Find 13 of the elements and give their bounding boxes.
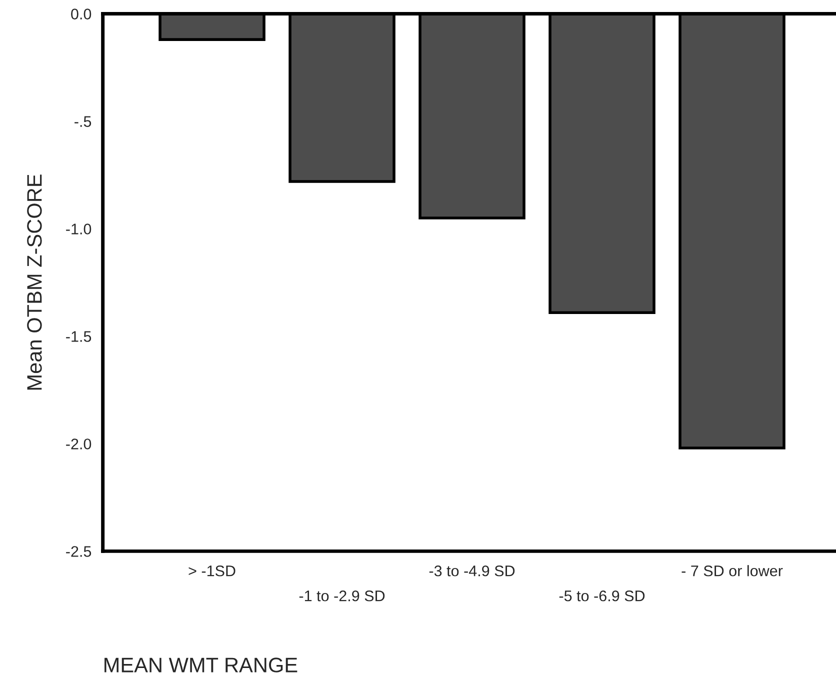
y-tick-label: -2.5 (66, 546, 92, 557)
y-axis-title: Mean OTBM Z-SCORE (27, 174, 42, 390)
y-tick-label: -1.0 (66, 224, 92, 234)
y-tick-label: -1.5 (66, 331, 92, 342)
x-tick-label: -5 to -6.9 SD (559, 590, 645, 602)
x-axis-title: MEAN WMT RANGE (104, 658, 298, 672)
y-tick-label: 0.0 (71, 8, 92, 20)
x-tick-label: -3 to -4.9 SD (429, 565, 515, 576)
y-tick-label: -.5 (74, 116, 92, 127)
x-tick-label: > -1SD (188, 565, 236, 576)
x-tick-label: - 7 SD or lower (682, 565, 783, 576)
y-tick-label: -2.0 (66, 438, 92, 450)
x-tick-label: -1 to -2.9 SD (299, 590, 385, 602)
